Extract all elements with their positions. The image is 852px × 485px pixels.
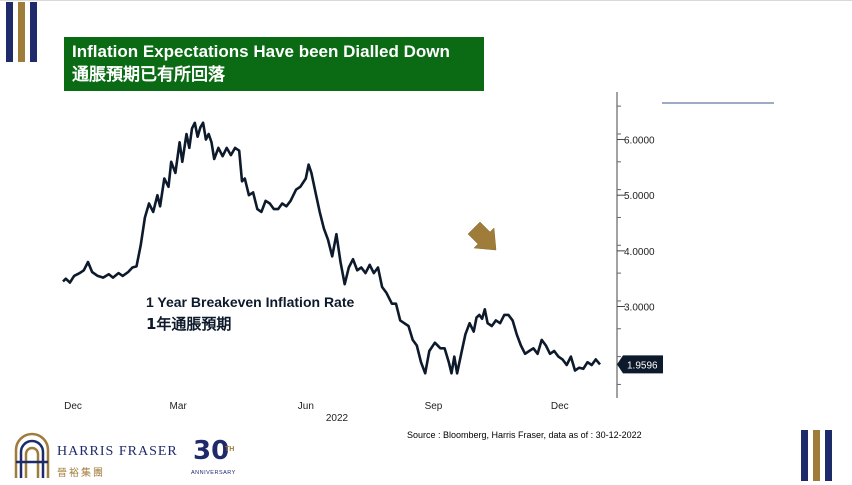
anniversary-superscript: TH [225, 446, 235, 453]
last-value-label: 1.9596 [627, 360, 658, 371]
navy-stripe [825, 430, 832, 481]
anniversary-word: ANNIVERSARY [191, 470, 236, 476]
series-label-english: 1 Year Breakeven Inflation Rate [146, 294, 355, 310]
logo-name: HARRIS FRASER [57, 444, 178, 459]
x-tick-label: Dec [64, 401, 82, 412]
x-tick-label: Jun [298, 401, 314, 412]
top-divider [0, 0, 852, 1]
harris-fraser-logo: HARRIS FRASER 晉裕集團 30 TH ANNIVERSARY [12, 430, 242, 482]
navy-stripe [801, 430, 808, 481]
title-chinese: 通脹預期已有所回落 [72, 65, 225, 85]
navy-stripe [6, 2, 13, 62]
y-tick-label: 6.0000 [624, 136, 655, 147]
title-english: Inflation Expectations Have been Dialled… [72, 42, 450, 61]
series-line [62, 121, 601, 375]
brand-stripes-top-left [6, 2, 37, 62]
last-value-tag [617, 355, 663, 374]
x-tick-label: Sep [425, 401, 443, 412]
gold-stripe [18, 2, 25, 62]
y-tick-label: 3.0000 [624, 303, 655, 314]
x-tick-label: Mar [170, 401, 188, 412]
gold-stripe [813, 430, 820, 481]
title-banner: Inflation Expectations Have been Dialled… [64, 37, 484, 91]
series-label-chinese: 1年通脹預期 [146, 315, 232, 333]
harris-fraser-emblem-icon [14, 432, 50, 478]
anniversary-number: 30 [193, 436, 230, 466]
x-year-label: 2022 [326, 413, 349, 424]
navy-stripe [30, 2, 37, 62]
series-label: 1 Year Breakeven Inflation Rate 1年通脹預期 [146, 294, 354, 334]
y-tick-label: 4.0000 [624, 247, 655, 258]
source-note: Source : Bloomberg, Harris Fraser, data … [407, 430, 642, 440]
down-arrow-icon [467, 221, 497, 251]
x-tick-label: Dec [551, 401, 569, 412]
brand-stripes-bottom-right [801, 430, 832, 481]
logo-name-chinese: 晉裕集團 [57, 468, 105, 479]
y-tick-label: 5.0000 [624, 191, 655, 202]
